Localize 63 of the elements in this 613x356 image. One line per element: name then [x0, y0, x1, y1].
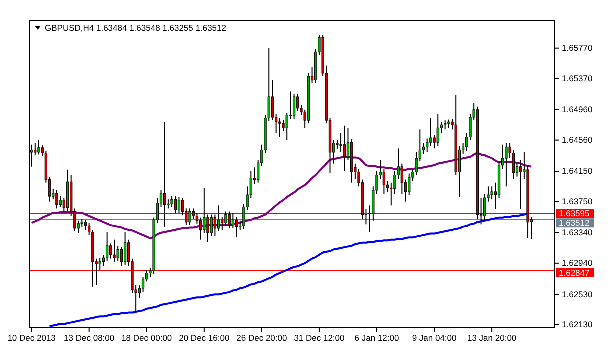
y-tick-label: 1.65370 — [562, 73, 593, 84]
candlestick — [106, 232, 109, 262]
candlestick — [113, 239, 116, 262]
x-tick-label: 6 Jan 12:00 — [354, 333, 400, 344]
x-tick-label: 20 Dec 16:00 — [179, 333, 230, 344]
candlestick — [110, 243, 112, 260]
candlestick — [343, 125, 346, 172]
y-tick-label: 1.62940 — [562, 258, 593, 268]
candlestick — [214, 214, 217, 237]
candlestick — [271, 80, 274, 122]
candlestick — [178, 196, 181, 214]
x-tick-label: 13 Jan 20:00 — [467, 333, 517, 344]
candlestick — [34, 142, 37, 156]
y-tick-label: 1.64960 — [562, 104, 593, 115]
candlestick — [436, 114, 440, 147]
candlestick — [142, 276, 145, 293]
candlestick — [217, 205, 220, 232]
x-tick-label: 18 Dec 00:00 — [122, 333, 172, 344]
candlestick — [124, 232, 127, 266]
candlestick — [56, 190, 58, 210]
candlestick — [174, 196, 177, 214]
chart-title: GBPUSD,H4 1.63484 1.63548 1.63255 1.63512 — [45, 23, 227, 33]
candlestick — [224, 211, 228, 227]
y-tick-label: 1.65770 — [562, 43, 593, 54]
candlestick — [170, 196, 174, 208]
y-tick-label: 1.63340 — [562, 228, 593, 238]
candlestick — [192, 208, 195, 220]
y-tick-label: 1.62530 — [562, 289, 593, 300]
candlestick — [520, 160, 522, 210]
candlestick — [199, 217, 202, 240]
x-tick-label: 13 Dec 08:00 — [64, 333, 115, 344]
candlestick — [505, 142, 508, 188]
x-tick-label: 31 Dec 12:00 — [294, 333, 346, 344]
candlestick — [444, 120, 447, 130]
candlestick — [164, 122, 166, 228]
y-tick-label: 1.62130 — [562, 320, 593, 330]
candlestick — [490, 186, 494, 200]
ref-line-label: 1.62847 — [559, 268, 590, 278]
candlestick — [382, 168, 386, 195]
y-tick-label: 1.63750 — [562, 196, 593, 207]
candlestick — [235, 216, 238, 238]
x-tick-label: 26 Dec 20:00 — [236, 333, 288, 344]
x-tick-label: 10 Dec 2013 — [8, 333, 56, 344]
x-tick-label: 9 Jan 04:00 — [412, 333, 458, 344]
candlestick — [120, 246, 124, 267]
candlestick — [232, 212, 234, 229]
candlestick — [400, 163, 404, 195]
y-tick-label: 1.64150 — [562, 166, 593, 176]
y-tick-label: 1.64560 — [562, 135, 593, 146]
line-series — [48, 213, 530, 328]
candlestick — [292, 93, 296, 120]
ref-line-label: 1.63512 — [559, 218, 590, 228]
candlestick — [188, 208, 192, 226]
candlestick — [278, 118, 282, 138]
candlestick — [221, 216, 224, 230]
candlestick — [98, 258, 102, 271]
candlestick — [38, 140, 40, 156]
candlestick — [228, 211, 231, 229]
candlestick — [210, 214, 213, 237]
candlestick — [59, 196, 62, 208]
candlestick — [426, 138, 429, 153]
candlestick — [84, 220, 88, 230]
ref-line-label: 1.63595 — [559, 208, 590, 219]
